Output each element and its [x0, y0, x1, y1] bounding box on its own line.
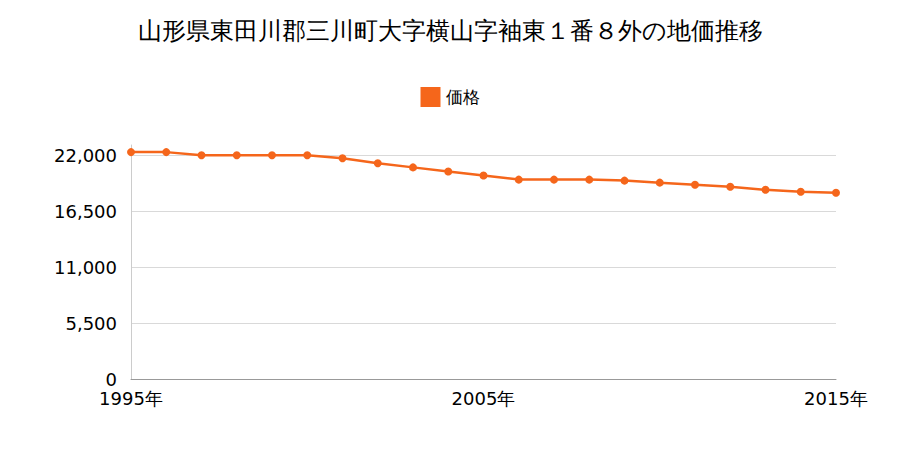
- svg-text:山形県東田川郡三川町大字横山字袖東１番８外の地価推移: 山形県東田川郡三川町大字横山字袖東１番８外の地価推移: [138, 17, 763, 45]
- svg-text:価格: 価格: [446, 87, 480, 107]
- svg-text:2005年: 2005年: [452, 388, 516, 409]
- svg-text:1995年: 1995年: [99, 388, 163, 409]
- svg-text:0: 0: [106, 369, 117, 390]
- svg-text:22,000: 22,000: [54, 145, 117, 166]
- svg-text:5,500: 5,500: [65, 313, 117, 334]
- svg-text:11,000: 11,000: [54, 257, 117, 278]
- svg-text:2015年: 2015年: [804, 388, 868, 409]
- svg-text:16,500: 16,500: [54, 201, 117, 222]
